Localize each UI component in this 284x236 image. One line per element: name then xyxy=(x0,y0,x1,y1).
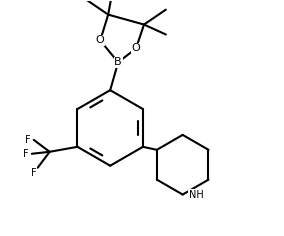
Text: F: F xyxy=(25,135,31,145)
Text: O: O xyxy=(132,43,140,53)
Text: F: F xyxy=(31,168,37,178)
Text: NH: NH xyxy=(189,190,203,200)
Text: B: B xyxy=(114,57,122,67)
Text: O: O xyxy=(96,35,105,46)
Text: F: F xyxy=(23,149,29,159)
